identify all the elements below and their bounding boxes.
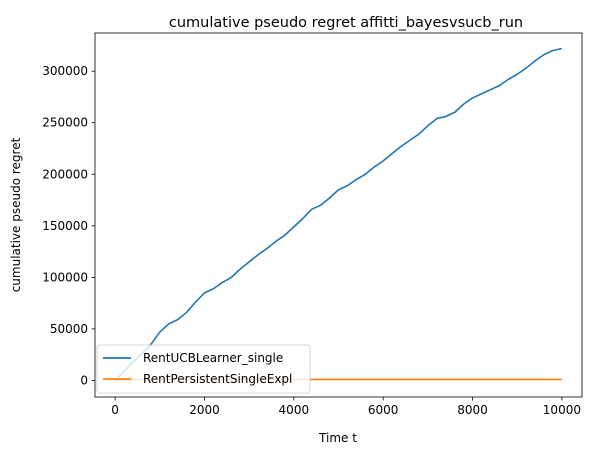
y-axis: 0 50000 100000 150000 200000 250000 300000: [42, 64, 95, 388]
legend-box: [96, 344, 311, 394]
y-tick-label: 200000: [42, 167, 88, 181]
x-tick-label: 10000: [543, 403, 581, 417]
x-axis: 0 2000 4000 6000 8000 10000: [111, 397, 581, 417]
y-tick-label: 50000: [50, 322, 88, 336]
x-tick-label: 4000: [279, 403, 310, 417]
legend-label: RentPersistentSingleExpl: [143, 372, 292, 386]
y-tick-label: 100000: [42, 270, 88, 284]
chart-title: cumulative pseudo regret affitti_bayesvs…: [169, 15, 523, 31]
y-tick-label: 300000: [42, 64, 88, 78]
legend-label: RentUCBLearner_single: [143, 351, 283, 365]
series-line-0: [114, 47, 563, 382]
plot-area-frame: [94, 32, 583, 398]
x-tick-label: 0: [111, 403, 119, 417]
series-layer: [114, 47, 563, 382]
y-tick-label: 0: [80, 374, 88, 388]
x-tick-label: 6000: [368, 403, 399, 417]
legend: RentUCBLearner_single RentPersistentSingl…: [96, 344, 311, 394]
y-axis-label: cumulative pseudo regret: [9, 137, 23, 292]
y-tick-label: 150000: [42, 219, 88, 233]
y-tick-label: 250000: [42, 116, 88, 130]
x-tick-label: 2000: [189, 403, 220, 417]
x-tick-label: 8000: [457, 403, 488, 417]
x-axis-label: Time t: [318, 431, 357, 445]
